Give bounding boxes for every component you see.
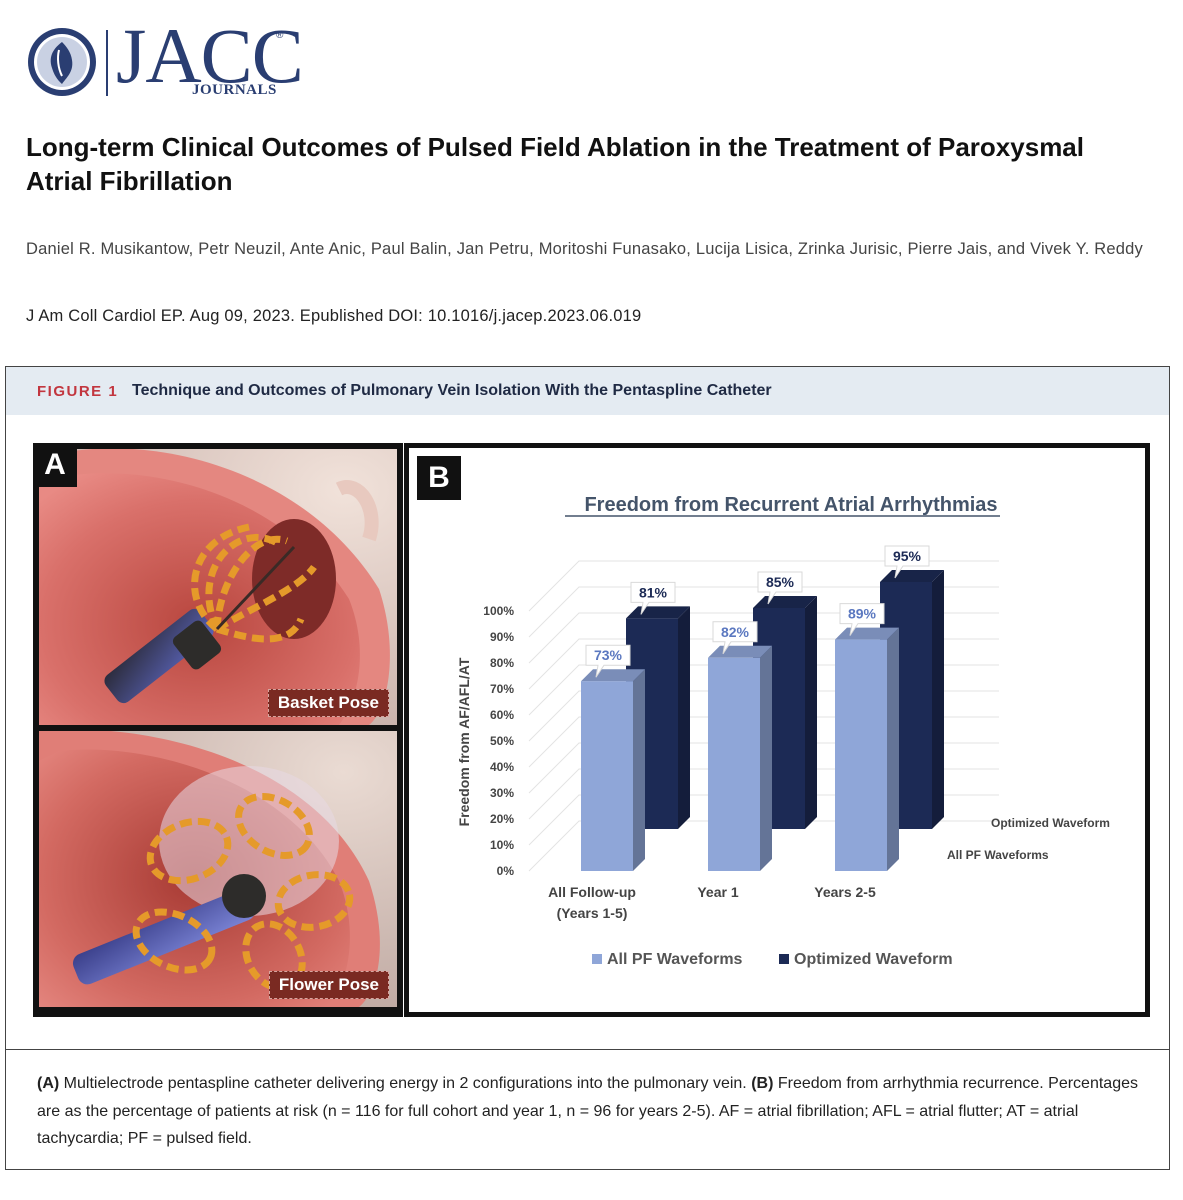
depth-label-all-pf: All PF Waveforms [947,848,1049,862]
bar-side [760,645,772,871]
gridline [528,586,999,638]
flower-pose-tag: Flower Pose [268,971,389,999]
figure-caption: (A) Multielectrode pentaspline catheter … [6,1049,1169,1147]
caption-b-label: (B) [751,1075,774,1092]
y-tick-label: 10% [490,838,514,852]
data-label: 73% [594,647,623,663]
figure-label: FIGURE 1 [37,383,119,400]
data-label: 95% [893,548,922,564]
freedom-bar-chart: Freedom from Recurrent Atrial Arrhythmia… [456,494,1110,968]
data-label: 81% [639,584,668,600]
figure-header: FIGURE 1 Technique and Outcomes of Pulmo… [6,367,1169,415]
y-tick-label: 40% [490,760,514,774]
y-tick-label: 20% [490,812,514,826]
y-tick-label: 100% [483,604,514,618]
data-label-callout [712,621,758,655]
bar-side [678,606,690,829]
article-authors: Daniel R. Musikantow, Petr Neuzil, Ante … [26,240,1143,258]
panel-b: B Freedom from Recurrent Atrial Arrhythm… [404,443,1150,1017]
data-label-callout [585,644,631,678]
legend-swatch-optimized [779,954,789,964]
data-label-callout [757,571,803,605]
article-title: Long-term Clinical Outcomes of Pulsed Fi… [26,132,1084,196]
logo-subtext: JOURNALS [192,82,277,98]
bar-side [805,596,817,829]
panel-b-letter: B [417,456,461,500]
x-tick-label: (Years 1-5) [557,905,628,921]
y-tick-label: 70% [490,682,514,696]
bar-side [932,570,944,829]
article-citation: J Am Coll Cardiol EP. Aug 09, 2023. Epub… [26,307,642,325]
basket-pose-illustration: Basket Pose [39,449,397,725]
data-label: 85% [766,574,795,590]
x-tick-label: All Follow-up [548,884,636,900]
y-tick-label: 90% [490,630,514,644]
chart-title: Freedom from Recurrent Atrial Arrhythmia… [584,494,997,516]
data-label-callout [839,603,885,636]
y-tick-label: 30% [490,786,514,800]
figure-1: FIGURE 1 Technique and Outcomes of Pulmo… [5,366,1170,1170]
bar-side [887,627,899,871]
data-label-callout [884,545,930,579]
data-label: 89% [848,606,877,622]
y-tick-label: 50% [490,734,514,748]
gridline [528,560,999,612]
panel-a: Basket Pose [33,443,403,1017]
data-label-callout [630,581,676,615]
legend-label-optimized: Optimized Waveform [794,951,953,968]
bar-all-pf [835,639,887,871]
logo-wordmark: JACC [116,12,304,99]
acc-seal-icon [28,28,96,96]
logo-registered-mark: ® [276,30,284,41]
bar-side [633,669,645,871]
y-axis-label: Freedom from AF/AFL/AT [456,657,472,826]
y-tick-label: 80% [490,656,514,670]
legend-swatch-all-pf [592,954,602,964]
legend-label-all-pf: All PF Waveforms [607,951,743,968]
caption-text: (A) Multielectrode pentaspline catheter … [37,1070,1147,1153]
figure-title: Technique and Outcomes of Pulmonary Vein… [132,382,772,399]
x-tick-label: Years 2-5 [814,884,876,900]
y-tick-label: 0% [497,864,515,878]
bar-all-pf [581,681,633,871]
jacc-logo: JACC ® JOURNALS [26,16,304,104]
caption-b-text: Freedom from arrhythmia recurrence. Perc… [37,1075,1138,1147]
caption-a-text: Multielectrode pentaspline catheter deli… [59,1075,752,1092]
y-tick-label: 60% [490,708,514,722]
bar-all-pf [708,657,760,871]
data-label: 82% [721,624,750,640]
flower-pose-illustration: Flower Pose [39,731,397,1007]
x-tick-label: Year 1 [697,884,738,900]
logo-divider [106,30,108,96]
caption-a-label: (A) [37,1075,60,1092]
panel-a-letter: A [33,443,77,487]
depth-label-optimized: Optimized Waveform [991,816,1110,830]
basket-pose-tag: Basket Pose [267,689,389,717]
